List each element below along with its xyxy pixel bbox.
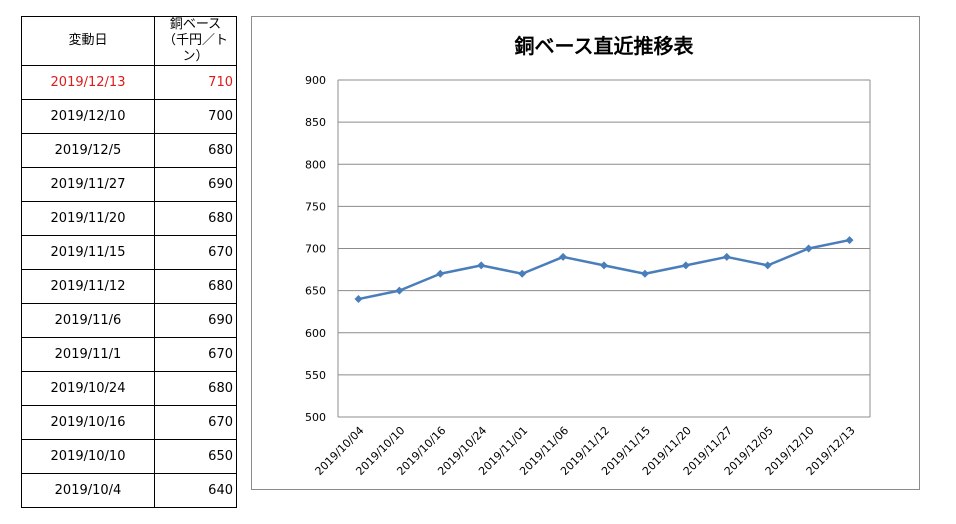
data-point [763,261,772,270]
y-tick-label: 850 [305,116,326,129]
data-point [518,269,527,278]
y-tick-label: 700 [305,243,326,256]
row-value: 680 [154,133,237,168]
row-value: 680 [154,269,237,304]
table-row: 2019/10/16 670 [21,405,237,440]
table-row: 2019/12/13 710 [21,65,237,100]
row-date: 2019/10/24 [21,371,155,406]
row-value: 690 [154,303,237,338]
value-header-line2: （千円／トン） [162,33,228,64]
row-value: 690 [154,167,237,202]
y-tick-label: 900 [305,74,326,87]
table-row: 2019/11/12 680 [21,269,237,304]
date-column-header: 変動日 [21,16,155,66]
row-date: 2019/11/6 [21,303,155,338]
row-date: 2019/12/5 [21,133,155,168]
row-value: 680 [154,371,237,406]
row-value: 670 [154,405,237,440]
copper-price-table: 変動日 銅ベース （千円／トン） 2019/12/13 710 2019/12/10… [21,16,237,508]
data-point [477,261,486,270]
data-point [559,252,568,261]
row-value: 710 [154,65,237,100]
table-row: 2019/10/24 680 [21,371,237,406]
row-value: 640 [154,473,237,508]
row-date: 2019/10/4 [21,473,155,508]
table-row: 2019/10/10 650 [21,439,237,474]
row-value: 670 [154,235,237,270]
row-value: 650 [154,439,237,474]
row-date: 2019/10/10 [21,439,155,474]
row-value: 680 [154,201,237,236]
data-point [600,261,608,270]
table-body: 2019/12/13 710 2019/12/10 700 2019/12/5 680 20… [21,65,237,508]
data-point [395,286,404,295]
y-tick-label: 600 [305,327,326,340]
data-point [640,269,649,278]
row-date: 2019/10/16 [21,405,155,440]
chart-title: 銅ベース直近推移表 [515,34,695,58]
row-date: 2019/11/15 [21,235,155,270]
y-tick-label: 500 [305,411,326,424]
table-row: 2019/12/5 680 [21,133,237,168]
row-date: 2019/12/10 [21,99,155,134]
row-date: 2019/11/1 [21,337,155,372]
data-point [681,261,690,270]
data-point [804,244,813,253]
row-date: 2019/12/13 [21,65,155,100]
y-tick-label: 550 [305,369,326,382]
table-row: 2019/11/6 690 [21,303,237,338]
chart-area: 銅ベース直近推移表 500 550 600 650 700 750 800 850 900 2019… [251,16,920,490]
row-date: 2019/11/27 [21,167,155,202]
data-point [354,295,363,304]
y-tick-label: 800 [305,158,326,171]
data-point [722,252,731,261]
table-row: 2019/11/20 680 [21,201,237,236]
value-header-line1: 銅ベース [169,17,222,32]
line-chart: 銅ベース直近推移表5005506006507007508008509002019… [305,34,871,478]
table-row: 2019/10/4 640 [21,473,237,508]
table-header-row: 変動日 銅ベース （千円／トン） [21,16,237,66]
row-date: 2019/11/12 [21,269,155,304]
table-row: 2019/11/27 690 [21,167,237,202]
table-row: 2019/11/15 670 [21,235,237,270]
data-point [845,236,854,245]
y-tick-label: 750 [305,200,326,213]
y-tick-label: 650 [305,285,326,298]
row-value: 700 [154,99,237,134]
table-row: 2019/12/10 700 [21,99,237,134]
data-point [436,269,445,278]
value-column-header: 銅ベース （千円／トン） [154,16,237,66]
table-row: 2019/11/1 670 [21,337,237,372]
row-value: 670 [154,337,237,372]
row-date: 2019/11/20 [21,201,155,236]
